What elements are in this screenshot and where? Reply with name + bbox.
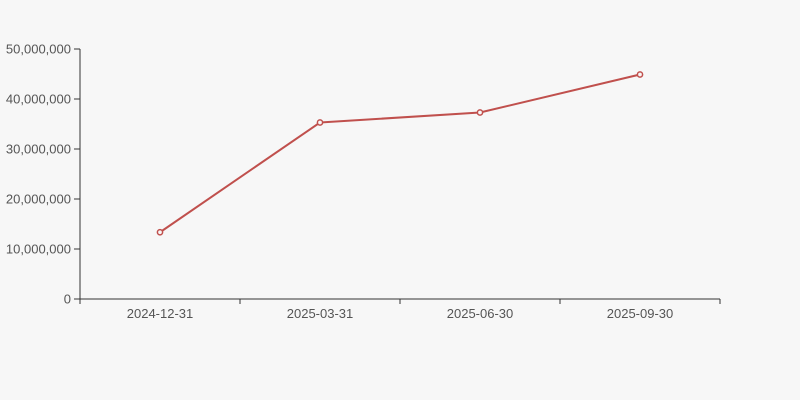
x-axis: 2024-12-31 2025-03-31 2025-06-30 2025-09-30: [79, 298, 721, 321]
x-axis-label: 2025-06-30: [447, 306, 514, 321]
x-axis-label: 2025-03-31: [287, 306, 354, 321]
y-axis-label: 30,000,000: [6, 142, 71, 157]
data-series: [156, 71, 644, 236]
data-point-marker: [156, 228, 164, 236]
x-axis-label: 2025-09-30: [607, 306, 674, 321]
y-axis-label: 40,000,000: [6, 92, 71, 107]
y-axis: 0 10,000,000 20,000,000 30,000,000 40,000,00…: [6, 42, 81, 307]
data-point-marker: [476, 109, 484, 116]
series-line: [159, 73, 641, 234]
x-axis-label: 2024-12-31: [127, 306, 194, 321]
data-point-marker: [316, 119, 324, 126]
y-axis-label: 0: [64, 292, 71, 307]
y-axis-label: 50,000,000: [6, 42, 71, 57]
data-point-marker: [636, 71, 644, 78]
y-axis-label: 10,000,000: [6, 242, 71, 257]
y-axis-label: 20,000,000: [6, 192, 71, 207]
